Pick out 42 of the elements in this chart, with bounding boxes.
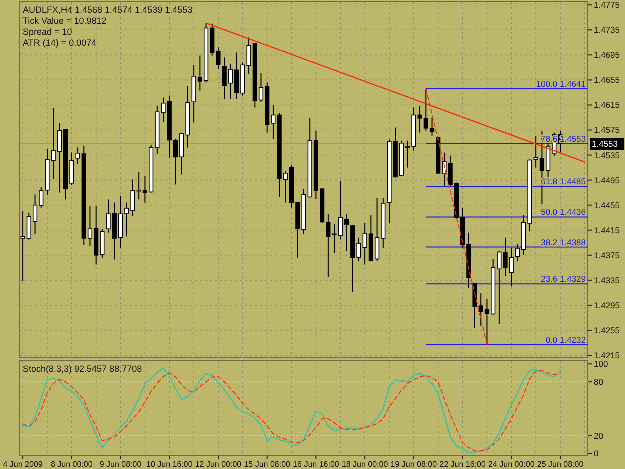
y-tick-label: 1.4575 (594, 125, 620, 136)
ref-line-label: 100.0 1.4641 (536, 78, 586, 89)
y-tick-label: 0 (594, 448, 599, 459)
y-tick-label: 20 (594, 430, 604, 441)
x-tick-label: 19 Jun 08:00 (390, 460, 438, 469)
x-tick-label: 10 Jun 16:00 (146, 460, 194, 469)
x-tick-label: 12 Jun 00:00 (195, 460, 242, 469)
y-tick-label: 1.4495 (594, 175, 620, 186)
y-tick-label: 1.4375 (594, 250, 620, 260)
y-tick-label: 1.4415 (594, 225, 620, 236)
y-tick-label: 1.4295 (594, 300, 620, 310)
x-tick-label: 4 Jun 2009 (3, 460, 44, 469)
y-tick-label: 1.4215 (594, 350, 620, 360)
x-tick-label: 16 Jun 16:00 (293, 460, 340, 469)
x-tick-label: 18 Jun 00:00 (342, 460, 389, 469)
annotation: Tick Value = 10.9812 (23, 16, 107, 26)
y-tick-label: 1.4695 (594, 50, 620, 60)
y-tick-label: 1.4535 (594, 150, 620, 160)
ref-line-label: 38.2 1.4388 (541, 237, 586, 248)
x-tick-label: 24 Jun 00:00 (488, 460, 536, 469)
x-tick-label: 9 Jun 08:00 (100, 460, 142, 469)
ref-line-label: 23.6 1.4329 (541, 274, 586, 284)
y-tick-label: 1.4735 (594, 25, 620, 36)
y-tick-label: 1.4655 (594, 75, 620, 86)
x-tick-label: 22 Jun 16:00 (440, 460, 486, 469)
y-tick-label: 80 (594, 377, 604, 388)
annotation: ATR (14) = 0.0074 (23, 38, 97, 48)
ref-line-label: 50.0 1.4436 (541, 207, 586, 218)
y-tick-label: 100 (594, 359, 608, 370)
y-tick-label: 1.4455 (594, 200, 620, 210)
x-tick-label: 25 Jun 08:00 (537, 460, 584, 469)
x-tick-label: 15 Jun 08:00 (244, 460, 292, 469)
ref-line-label: 1.4553 (592, 139, 618, 149)
annotation: Spread = 10 (23, 27, 72, 37)
y-tick-label: 1.4615 (594, 100, 620, 110)
y-tick-label: 1.4335 (594, 275, 620, 286)
chart-title: Stoch(8,3,3) 92.5457 88.7708 (23, 364, 142, 374)
y-tick-label: 1.4255 (594, 325, 620, 336)
chart-title: AUDLFX,H4 1.4568 1.4574 1.4539 1.4553 (23, 5, 193, 15)
x-tick-label: 8 Jun 00:00 (51, 460, 94, 469)
ref-line-label: 0.0 1.4232 (546, 334, 586, 345)
y-tick-label: 1.4775 (594, 0, 620, 10)
